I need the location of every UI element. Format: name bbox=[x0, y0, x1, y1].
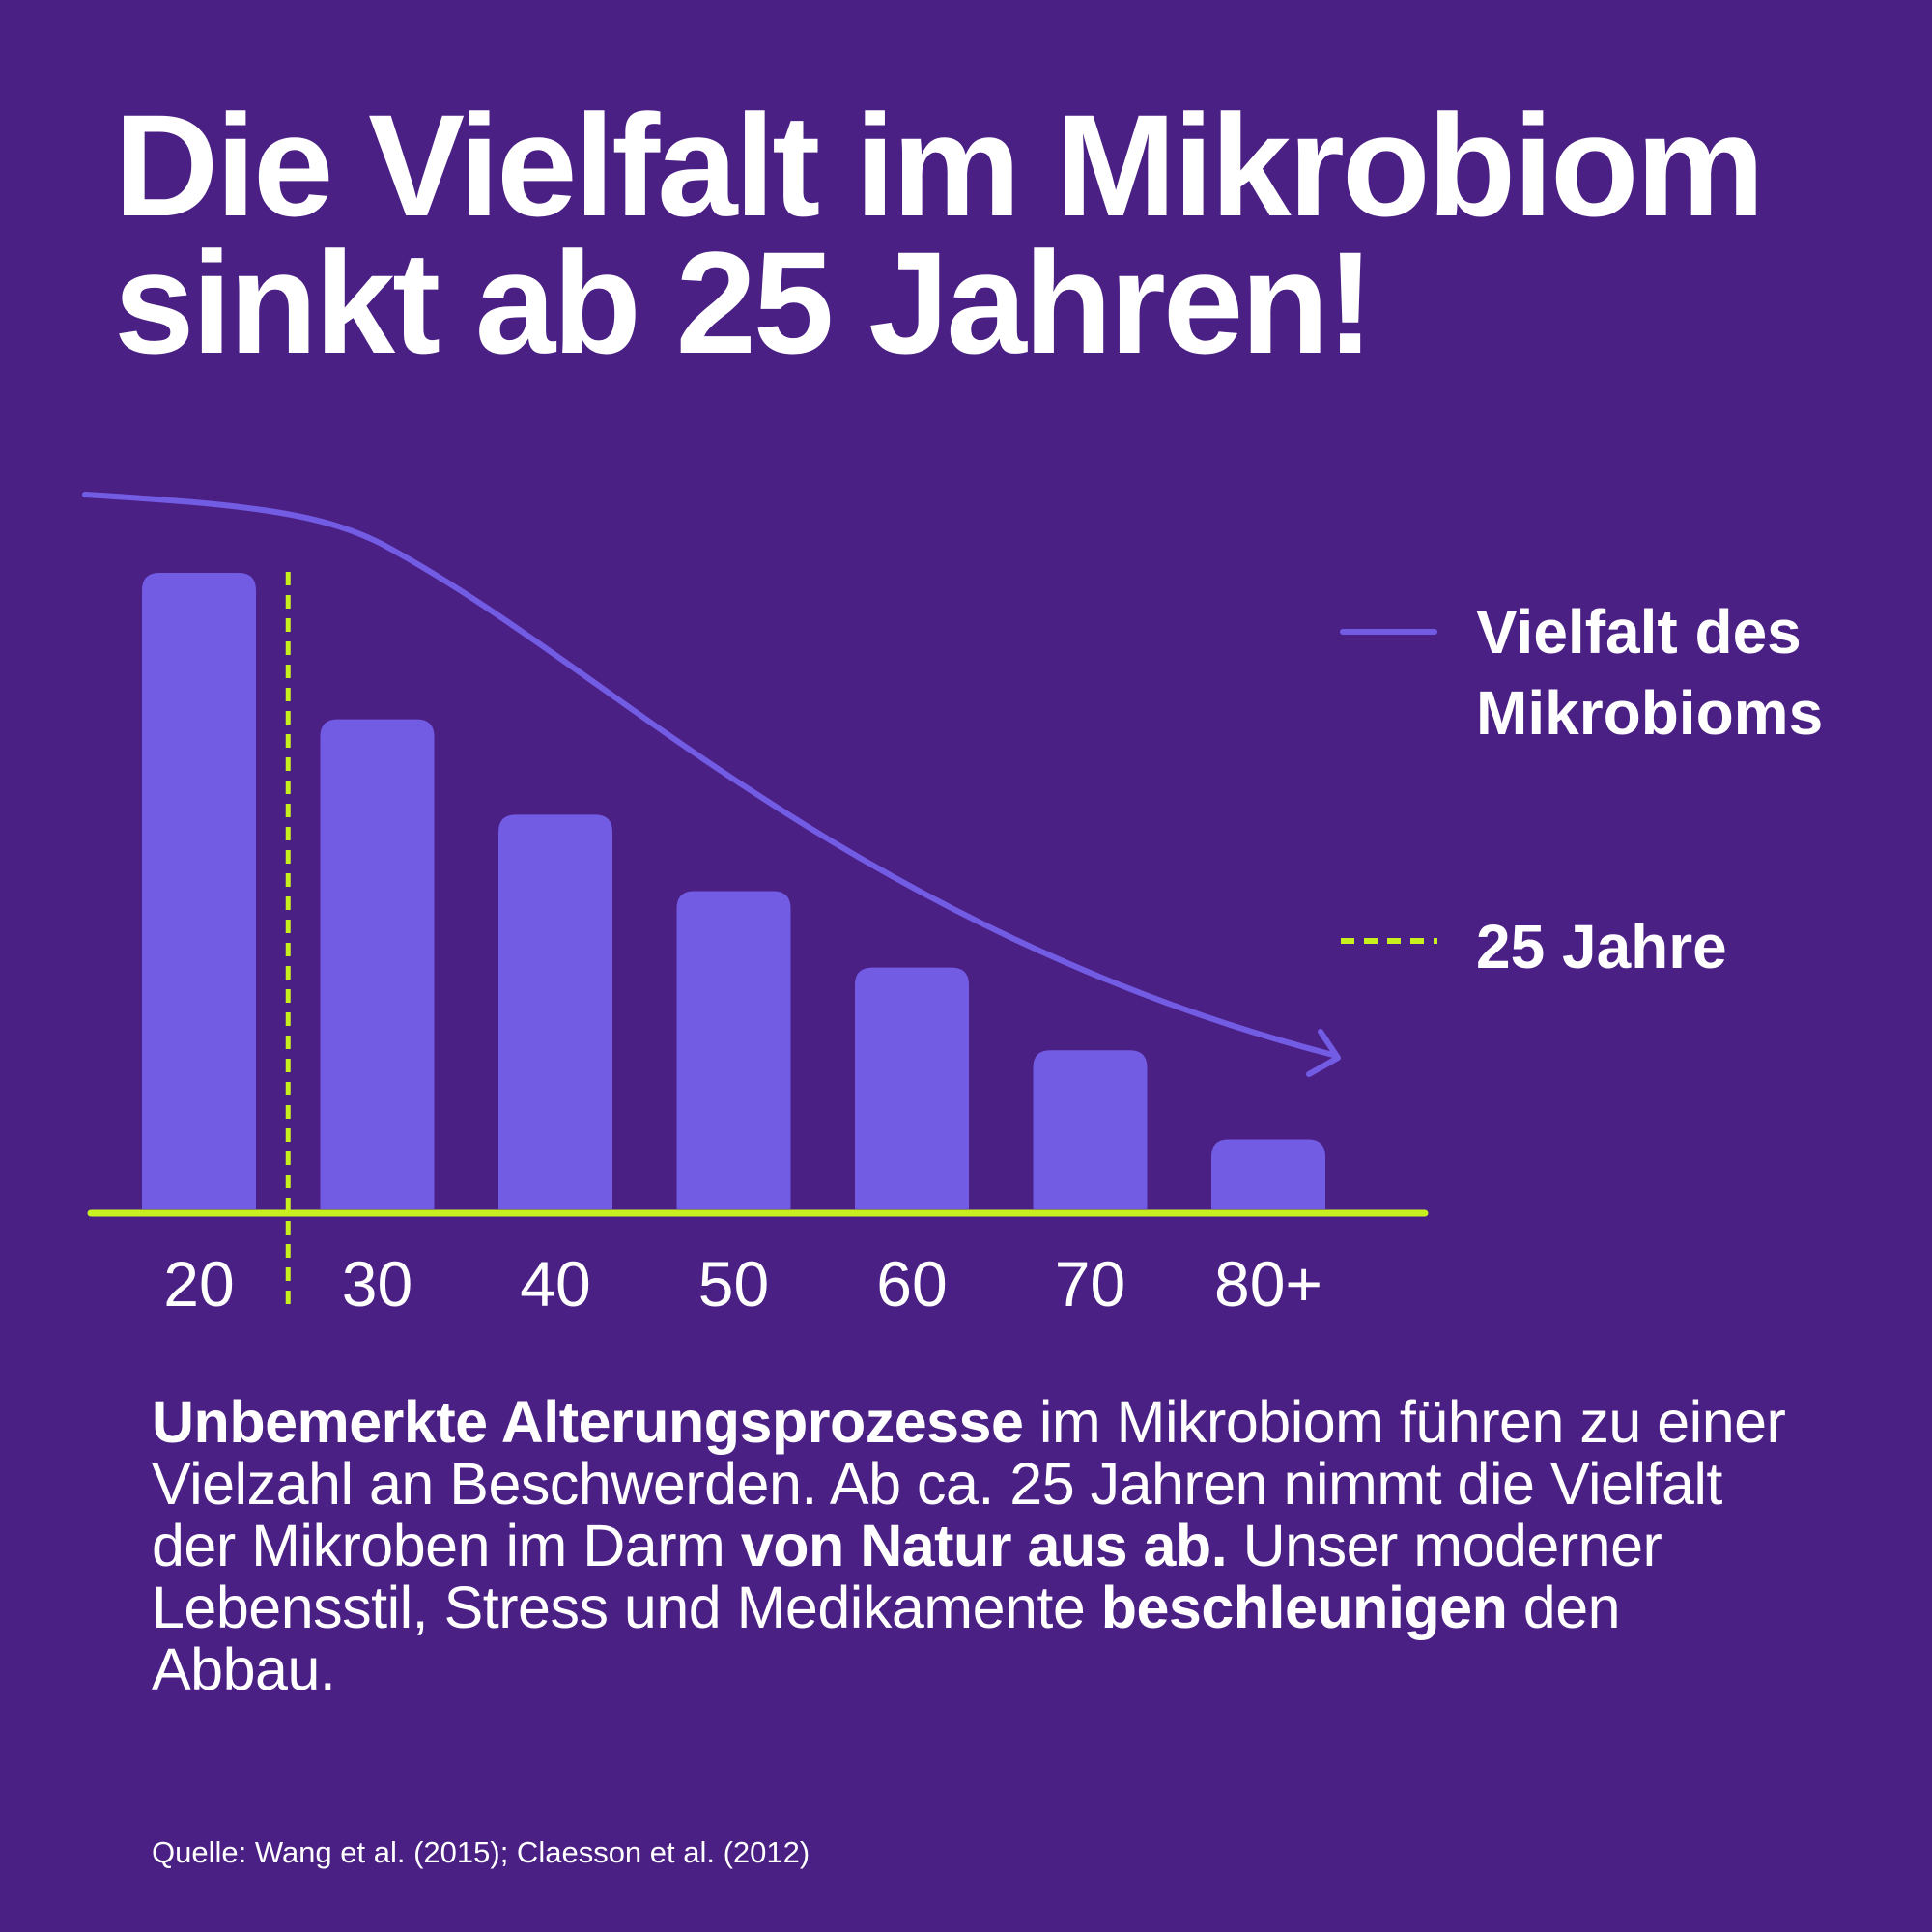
description-bold-1: Unbemerkte Alterungsprozesse bbox=[152, 1389, 1024, 1455]
bar-80+ bbox=[1211, 1139, 1325, 1209]
description-bold-3: beschleunigen bbox=[1100, 1575, 1508, 1640]
page-title: Die Vielfalt im Mikrobiom sinkt ab 25 Ja… bbox=[114, 84, 1853, 384]
trend-curve bbox=[82, 492, 1336, 1058]
x-tick-50: 50 bbox=[698, 1248, 769, 1320]
x-tick-40: 40 bbox=[520, 1248, 590, 1320]
bar-70 bbox=[1033, 1050, 1148, 1209]
legend-label-25-years: 25 Jahre bbox=[1476, 912, 1727, 981]
x-tick-70: 70 bbox=[1055, 1248, 1125, 1320]
title-line-2: sinkt ab 25 Jahren! bbox=[114, 221, 1375, 384]
title-line-1: Die Vielfalt im Mikrobiom bbox=[114, 84, 1765, 246]
bar-30 bbox=[320, 719, 435, 1209]
source-citation: Quelle: Wang et al. (2015); Claesson et … bbox=[152, 1835, 810, 1869]
bar-40 bbox=[498, 814, 612, 1209]
legend: Vielfalt des Mikrobioms 25 Jahre bbox=[1340, 597, 1823, 981]
x-tick-30: 30 bbox=[342, 1248, 412, 1320]
x-tick-60: 60 bbox=[876, 1248, 947, 1320]
legend-label-diversity-line-1: Vielfalt des bbox=[1476, 597, 1802, 667]
description-text: Unbemerkte Alterungsprozesse im Mikrobio… bbox=[152, 1391, 1794, 1700]
legend-label-diversity-line-2: Mikrobioms bbox=[1476, 678, 1823, 748]
bar-chart: 20 30 40 50 60 70 80+ Vielfalt des Mikrobioms … bbox=[82, 492, 1823, 1320]
legend-label-diversity: Vielfalt des Mikrobioms bbox=[1476, 597, 1823, 748]
description-text-2: Unser moderner Lebensstil, Stress und Me… bbox=[152, 1513, 1662, 1640]
description-bold-2: von Natur aus ab. bbox=[740, 1513, 1228, 1578]
x-tick-labels: 20 30 40 50 60 70 80+ bbox=[163, 1248, 1322, 1320]
bar-60 bbox=[855, 967, 969, 1209]
bar-20 bbox=[142, 573, 256, 1209]
x-tick-80+: 80+ bbox=[1214, 1248, 1322, 1320]
bar-50 bbox=[676, 891, 791, 1209]
bar-group bbox=[142, 573, 1325, 1209]
trend-arrow-head bbox=[1306, 1029, 1341, 1077]
x-tick-20: 20 bbox=[163, 1248, 234, 1320]
description-text-3: den Abbau. bbox=[152, 1575, 1621, 1702]
description-text-1: im Mikrobiom führen zu einer Vielzahl an… bbox=[152, 1389, 1786, 1578]
